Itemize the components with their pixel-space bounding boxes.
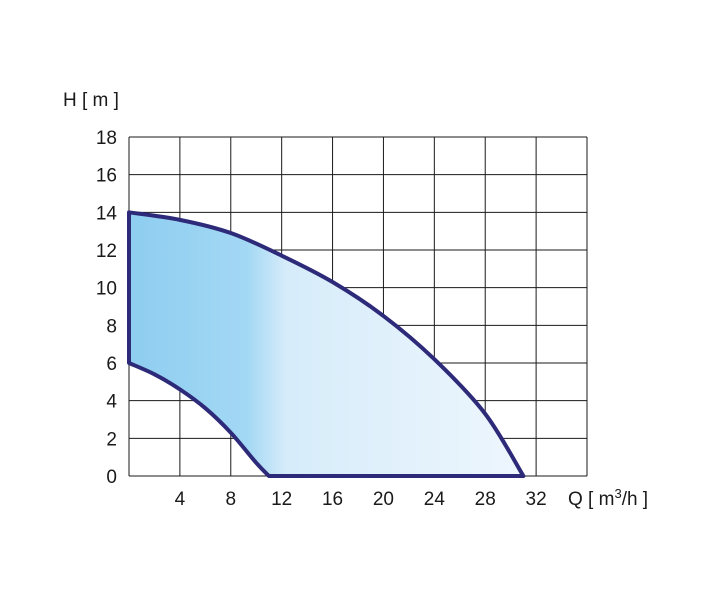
x-axis-title-prefix: Q [ m (568, 489, 614, 510)
x-tick-label: 4 (175, 489, 186, 510)
operating-region (127, 210, 526, 478)
y-tick-label: 0 (106, 467, 117, 488)
y-tick-label: 18 (96, 128, 117, 149)
x-tick-label: 8 (225, 489, 236, 510)
y-tick-label: 8 (106, 316, 117, 337)
x-tick-labels: 4 8 12 16 20 24 28 32 (175, 489, 547, 510)
x-axis-title: Q [ m3/h ] (568, 486, 648, 511)
x-tick-label: 32 (526, 489, 547, 510)
y-tick-labels: 0 2 4 6 8 10 12 14 16 18 (96, 128, 118, 488)
x-tick-label: 28 (475, 489, 496, 510)
y-tick-label: 14 (96, 203, 118, 224)
y-tick-label: 4 (106, 392, 117, 413)
x-axis-title-suffix: /h ] (622, 489, 648, 510)
y-axis-title: H [ m ] (63, 90, 119, 111)
x-tick-label: 16 (322, 489, 343, 510)
y-tick-label: 6 (106, 354, 117, 375)
y-tick-label: 16 (96, 166, 117, 187)
y-tick-label: 10 (96, 279, 117, 300)
y-tick-label: 12 (96, 241, 117, 262)
y-tick-label: 2 (106, 429, 117, 450)
x-tick-label: 24 (424, 489, 446, 510)
x-tick-label: 20 (373, 489, 394, 510)
x-axis-title-superscript: 3 (614, 486, 621, 501)
x-tick-label: 12 (271, 489, 292, 510)
